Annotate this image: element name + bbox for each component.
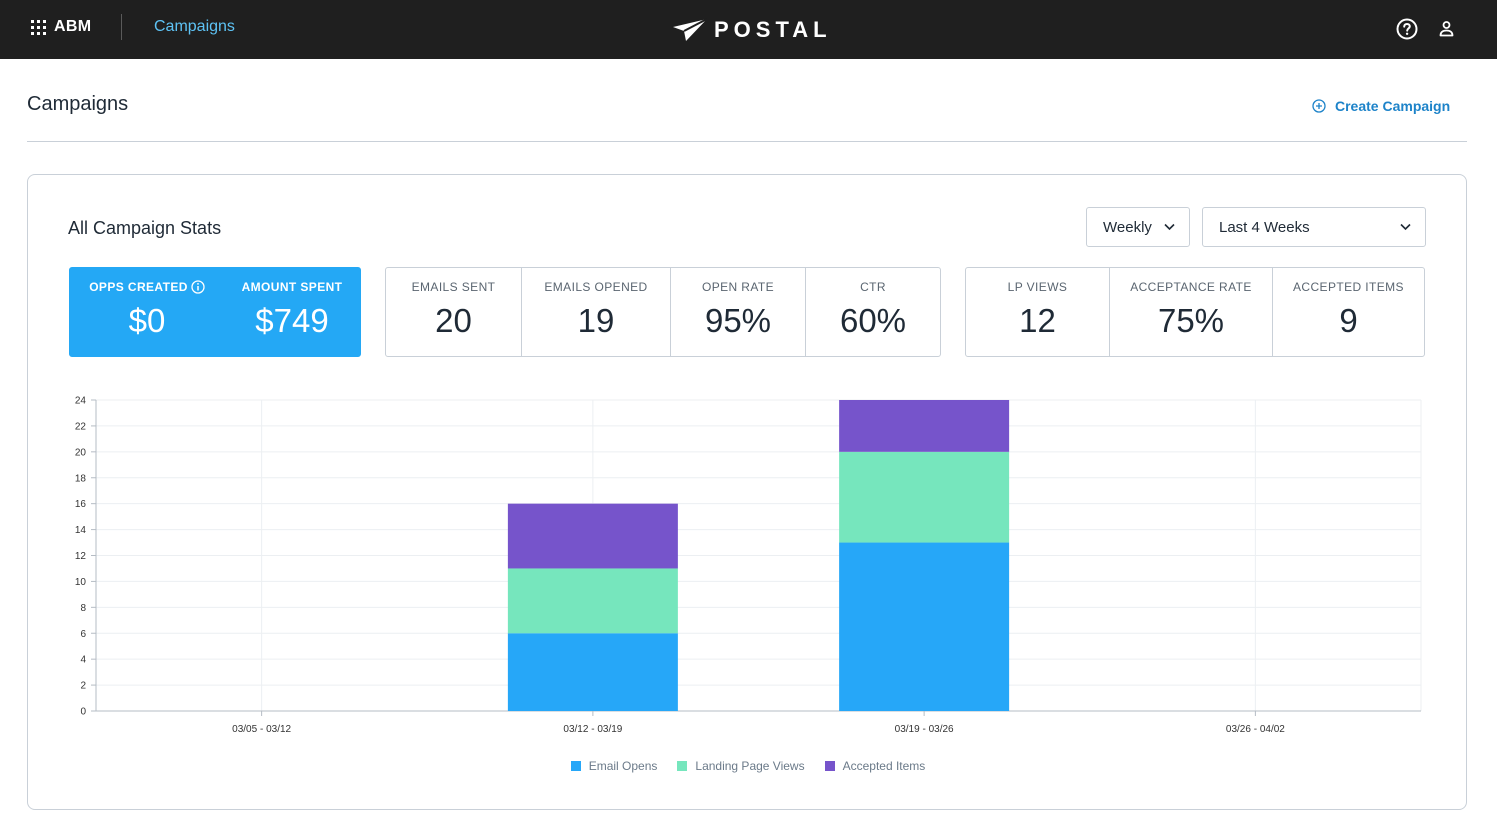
date-range-select-value: Last 4 Weeks [1219,219,1310,236]
stat-opps-created: OPPS CREATED $0 [70,268,224,356]
stat-label: ACCEPTANCE RATE [1130,280,1252,294]
stat-value: 9 [1339,302,1358,339]
y-tick-label: 0 [80,707,86,718]
campaign-stats-card: All Campaign Stats Weekly Last 4 Weeks O… [27,174,1467,810]
y-tick-label: 20 [75,447,87,458]
legend-label: Landing Page Views [695,759,805,773]
header-divider [27,141,1467,142]
legend-swatch [824,761,835,771]
x-tick-label: 03/26 - 04/02 [1226,724,1285,735]
x-tick-label: 03/12 - 03/19 [563,724,622,735]
stat-label: LP VIEWS [1007,280,1068,294]
stat-value: 19 [577,302,615,339]
date-range-select[interactable]: Last 4 Weeks [1202,207,1426,247]
paper-plane-icon [673,18,708,41]
bar-segment [507,633,678,711]
engagement-stats-group: LP VIEWS 12 ACCEPTANCE RATE 75% ACCEPTED… [965,267,1425,357]
email-stats-group: EMAILS SENT 20 EMAILS OPENED 19 OPEN RAT… [385,267,941,357]
y-tick-label: 8 [80,603,86,614]
app-name[interactable]: ABM [54,18,92,35]
y-tick-label: 4 [80,655,86,666]
bar-segment [507,568,678,634]
stat-value: $749 [255,302,329,339]
chevron-down-icon [1400,223,1411,231]
legend-label: Accepted Items [842,759,926,773]
page-title: Campaigns [27,93,129,115]
card-title: All Campaign Stats [68,218,222,238]
help-circle-icon[interactable] [1396,18,1418,40]
stat-value: $0 [128,302,166,339]
stat-ctr: CTR 60% [805,268,940,356]
apps-grid-icon[interactable] [31,20,46,35]
nav-divider [121,14,122,40]
y-tick-label: 6 [80,629,86,640]
y-tick-label: 22 [75,421,87,432]
y-tick-label: 18 [75,473,87,484]
legend-item[interactable]: Email Opens [570,759,658,773]
x-tick-label: 03/19 - 03/26 [895,724,954,735]
x-tick-label: 03/05 - 03/12 [232,724,291,735]
y-tick-label: 10 [75,577,87,588]
legend-label: Email Opens [588,759,658,773]
chevron-down-icon [1164,223,1175,231]
stat-value: 20 [435,302,472,339]
interval-select-value: Weekly [1103,219,1152,236]
y-tick-label: 24 [75,396,87,407]
stat-label: ACCEPTED ITEMS [1293,280,1404,294]
user-icon[interactable] [1438,20,1455,37]
stat-emails-sent: EMAILS SENT 20 [386,268,521,356]
stat-amount-spent: AMOUNT SPENT $749 [224,268,360,356]
legend-item[interactable]: Accepted Items [824,759,926,773]
stat-label: OPPS CREATED [70,280,224,294]
stat-value: 60% [839,302,907,339]
stat-label: EMAILS OPENED [544,280,648,294]
create-campaign-label: Create Campaign [1335,98,1451,114]
y-tick-label: 12 [75,551,87,562]
postal-logo[interactable]: POSTAL [672,17,832,42]
info-icon[interactable] [191,280,205,294]
create-campaign-button[interactable]: Create Campaign [1312,98,1450,114]
stat-label: EMAILS SENT [411,280,496,294]
stat-acceptance-rate: ACCEPTANCE RATE 75% [1109,268,1272,356]
stat-lp-views: LP VIEWS 12 [966,268,1109,356]
chart-legend: Email Opens Landing Page Views Accepted It… [28,759,1468,773]
stat-emails-opened: EMAILS OPENED 19 [521,268,670,356]
logo-text: POSTAL [714,17,832,42]
legend-swatch [677,761,688,771]
bar-segment [839,451,1010,543]
stat-label: OPEN RATE [701,280,775,294]
y-tick-label: 14 [75,525,87,536]
legend-item[interactable]: Landing Page Views [677,759,805,773]
stat-value: 75% [1157,302,1225,339]
top-nav-bar: ABM Campaigns POSTAL [0,0,1497,59]
plus-circle-icon [1312,99,1326,113]
highlight-stats-group: OPPS CREATED $0 AMOUNT SPENT $749 [69,267,361,357]
y-tick-label: 16 [75,499,87,510]
stat-value: 12 [1019,302,1056,339]
stat-accepted-items: ACCEPTED ITEMS 9 [1272,268,1424,356]
bar-segment [839,542,1010,711]
stat-label: CTR [860,280,886,294]
interval-select[interactable]: Weekly [1086,207,1190,247]
y-tick-label: 2 [80,681,86,692]
stat-label: AMOUNT SPENT [241,280,343,294]
bar-segment [507,503,678,569]
bar-segment [839,400,1010,452]
stat-open-rate: OPEN RATE 95% [670,268,805,356]
stat-value: 95% [704,302,772,339]
nav-campaigns-link[interactable]: Campaigns [154,18,235,35]
legend-swatch [570,761,581,771]
